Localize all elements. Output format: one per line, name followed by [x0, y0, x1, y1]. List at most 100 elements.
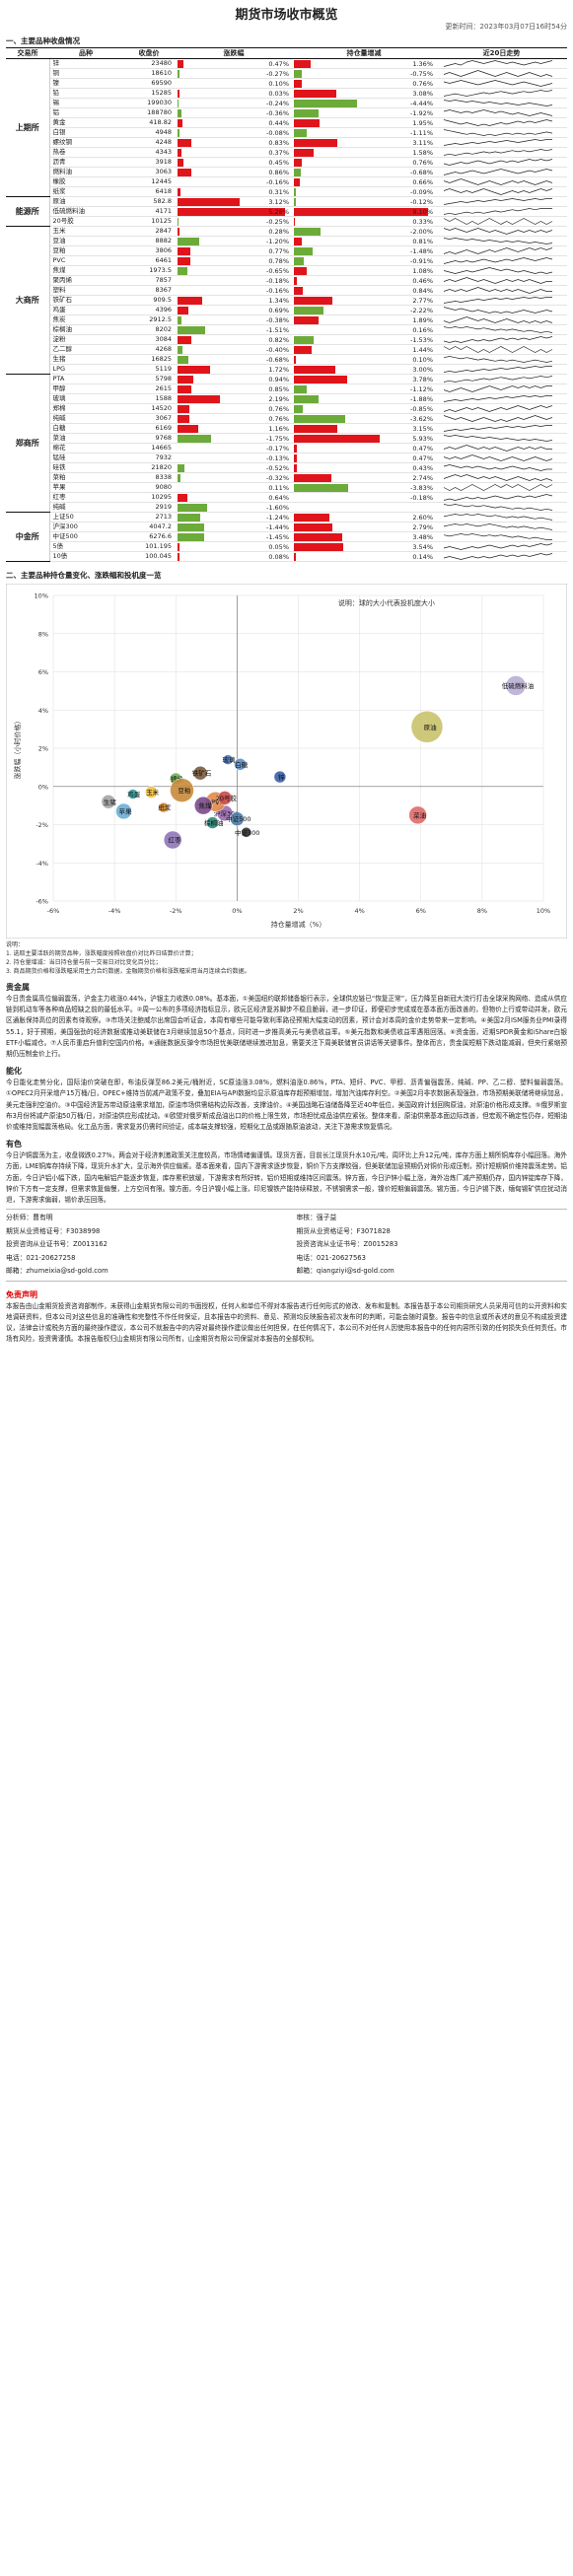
trend-sparkline	[443, 316, 553, 323]
trend-line	[443, 267, 553, 274]
oi-change-value: -3.62%	[410, 414, 433, 423]
close-price: 8338	[122, 472, 176, 483]
trend-line	[443, 376, 553, 383]
disclaimer-heading: 免责声明	[6, 1289, 37, 1299]
trend-cell	[436, 423, 567, 434]
change-value: 5.28%	[268, 207, 289, 216]
bubble-label: 菜油	[413, 810, 426, 819]
oi-change-value: 3.48%	[412, 532, 433, 541]
trend-line	[443, 356, 553, 363]
trend-cell	[436, 206, 567, 217]
bubble-label: 锌	[278, 773, 285, 782]
table-row: 生猪 16825 -0.68% 0.10%	[6, 354, 567, 365]
col-trend: 近20日走势	[436, 47, 567, 59]
trend-cell	[436, 522, 567, 532]
oi-change-bar	[294, 128, 308, 137]
close-price: 5798	[122, 374, 176, 384]
table-row: 豆油 8882 -1.20% 0.81%	[6, 236, 567, 246]
oi-change-bar	[294, 532, 343, 541]
bubble-label: 玉米	[146, 788, 160, 797]
oi-change-bar	[294, 315, 320, 324]
trend-line	[443, 277, 552, 284]
chart-frame	[5, 583, 568, 940]
reviewer-email[interactable]: 邮箱：qiangziyi@sd-gold.com	[296, 1267, 394, 1276]
oi-change-bar-wrap: -2.00%	[292, 227, 436, 236]
close-price: 2615	[122, 383, 176, 394]
change-cell: 0.05%	[176, 541, 292, 552]
bubble-point	[241, 827, 251, 838]
trend-cell	[436, 68, 567, 79]
oi-change-bar-wrap: -1.92%	[292, 108, 436, 117]
table-row: 纯碱 3067 0.76% -3.62%	[6, 413, 567, 424]
trend-line	[443, 307, 553, 313]
commodity-name: 铜	[49, 68, 122, 79]
oi-change-value: 3.54%	[412, 542, 433, 551]
col-change: 涨跌幅	[176, 47, 292, 59]
close-price: 6418	[122, 186, 176, 197]
bubble-label: 中证300	[235, 828, 259, 837]
change-value: 0.03%	[268, 89, 289, 98]
oi-change-value: 3.78%	[412, 375, 433, 383]
close-price: 199030	[122, 98, 176, 108]
change-cell: -0.38%	[176, 314, 292, 325]
oi-change-bar-wrap: -0.68%	[292, 168, 436, 176]
bubble-point	[234, 758, 247, 771]
oi-change-cell: 0.47%	[292, 453, 436, 463]
oi-change-cell: -0.68%	[292, 167, 436, 177]
commodity-name: 原油	[49, 196, 122, 207]
change-bar	[178, 59, 184, 68]
bubble-point	[222, 754, 234, 765]
change-value: 0.69%	[268, 306, 289, 314]
trend-line	[443, 454, 553, 461]
analyst-email[interactable]: 邮箱：zhumeixia@sd-gold.com	[6, 1267, 108, 1276]
trend-cell	[436, 462, 567, 473]
close-price: 8367	[122, 285, 176, 296]
note-line: 3. 商品期货价格和涨跌幅采用主力合约数据，金融期货价格和涨跌幅采用当月连续合约…	[6, 968, 251, 975]
trend-sparkline	[443, 287, 552, 294]
trend-sparkline	[443, 257, 553, 264]
bubble-point	[158, 801, 170, 813]
oi-change-cell: 2.77%	[292, 295, 436, 306]
change-bar	[178, 394, 220, 403]
change-value: 0.11%	[268, 483, 289, 492]
chart-notes: 说明： 1. 选取主要活跃的期货品种，涨跌幅度按照收盘价对比昨日结算价计算； 2…	[6, 940, 567, 976]
oi-change-bar-wrap: 0.66%	[292, 177, 436, 186]
table-row: 锡 199030 -0.24% -4.44%	[6, 98, 567, 108]
trend-cell	[436, 196, 567, 207]
commodity-name: 铝	[49, 107, 122, 118]
trend-cell	[436, 364, 567, 375]
change-bar-wrap: -1.24%	[176, 513, 292, 522]
change-value: 0.37%	[268, 148, 289, 157]
change-cell: -1.60%	[176, 502, 292, 513]
trend-line	[443, 80, 553, 87]
trend-sparkline	[443, 178, 553, 185]
oi-change-bar	[294, 522, 332, 531]
reviewer-name: 审核：强子益	[296, 1214, 337, 1222]
change-value: -0.16%	[266, 286, 289, 295]
close-price: 2912.5	[122, 314, 176, 325]
change-bar	[178, 503, 208, 512]
trend-sparkline	[443, 100, 553, 106]
change-bar	[178, 522, 204, 531]
change-bar-wrap: -0.40%	[176, 345, 292, 354]
trend-cell	[436, 453, 567, 463]
change-value: -0.13%	[266, 453, 289, 462]
oi-change-bar	[294, 138, 337, 147]
trend-cell	[436, 443, 567, 453]
trend-sparkline	[443, 80, 553, 87]
reviewer-license: 期货从业资格证号：F3071828	[296, 1226, 391, 1235]
trend-sparkline	[443, 514, 553, 521]
close-price: 4047.2	[122, 522, 176, 532]
bubble-label: 沪深300	[214, 808, 239, 817]
close-price: 14520	[122, 403, 176, 414]
trend-sparkline	[443, 218, 553, 225]
trend-line	[443, 336, 553, 343]
oi-change-bar	[294, 306, 324, 314]
oi-change-bar	[294, 256, 305, 265]
commodity-name: 豆油	[49, 236, 122, 246]
change-bar	[178, 256, 190, 265]
trend-sparkline	[443, 247, 553, 254]
change-cell: 0.69%	[176, 305, 292, 315]
oi-change-bar-wrap: 1.58%	[292, 148, 436, 157]
oi-change-bar-wrap: 0.33%	[292, 217, 436, 226]
